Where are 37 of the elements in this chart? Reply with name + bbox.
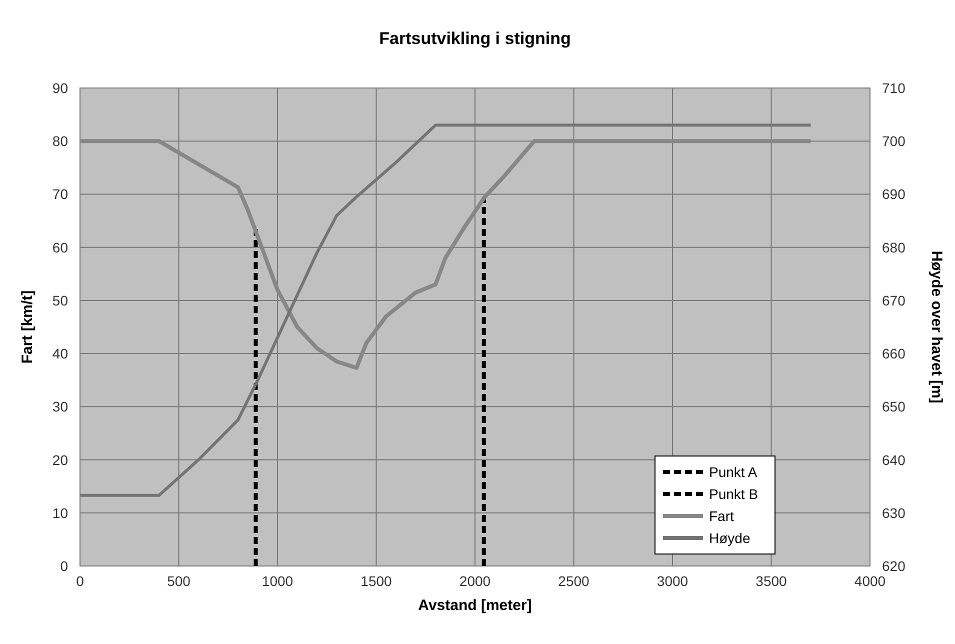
y-tick-label: 30 <box>52 398 68 415</box>
y-tick-label: 0 <box>60 558 68 574</box>
y2-tick-label: 670 <box>882 292 906 308</box>
y2-tick-label: 660 <box>882 346 906 362</box>
legend-label: Fart <box>709 508 734 524</box>
x-tick-label: 1500 <box>360 573 392 589</box>
y2-tick-label: 680 <box>882 239 906 256</box>
x-tick-label: 500 <box>167 573 191 589</box>
y2-tick-label: 690 <box>882 186 906 202</box>
y2-tick-label: 650 <box>882 398 906 415</box>
y-tick-label: 80 <box>52 133 68 150</box>
legend-label: Punkt B <box>709 486 758 502</box>
legend-label: Høyde <box>709 530 750 546</box>
y2-tick-label: 700 <box>882 133 906 150</box>
y-tick-label: 50 <box>52 292 68 308</box>
y-tick-label: 60 <box>52 239 68 256</box>
y-tick-label: 90 <box>52 80 68 96</box>
y-tick-label: 40 <box>52 346 68 362</box>
x-tick-label: 2000 <box>459 573 491 589</box>
y2-tick-label: 630 <box>882 504 906 521</box>
x-tick-label: 3500 <box>756 573 788 589</box>
y-tick-label: 20 <box>52 452 68 468</box>
legend-label: Punkt A <box>709 464 758 480</box>
y-axis-title: Fart [km/t] <box>19 290 36 364</box>
y2-tick-label: 620 <box>882 558 906 574</box>
x-tick-label: 4000 <box>854 573 886 589</box>
x-axis-title: Avstand [meter] <box>418 597 532 614</box>
y2-axis-title: Høyde over havet [m] <box>928 250 945 404</box>
x-tick-label: 0 <box>76 573 84 589</box>
x-tick-label: 3000 <box>656 573 688 589</box>
y-tick-label: 10 <box>52 504 68 521</box>
y-tick-label: 70 <box>52 186 68 202</box>
chart-title: Fartsutvikling i stigning <box>379 29 571 48</box>
y2-tick-label: 710 <box>882 80 906 96</box>
x-tick-label: 2500 <box>558 573 590 589</box>
x-tick-label: 1000 <box>262 573 294 589</box>
y2-tick-label: 640 <box>882 452 906 468</box>
